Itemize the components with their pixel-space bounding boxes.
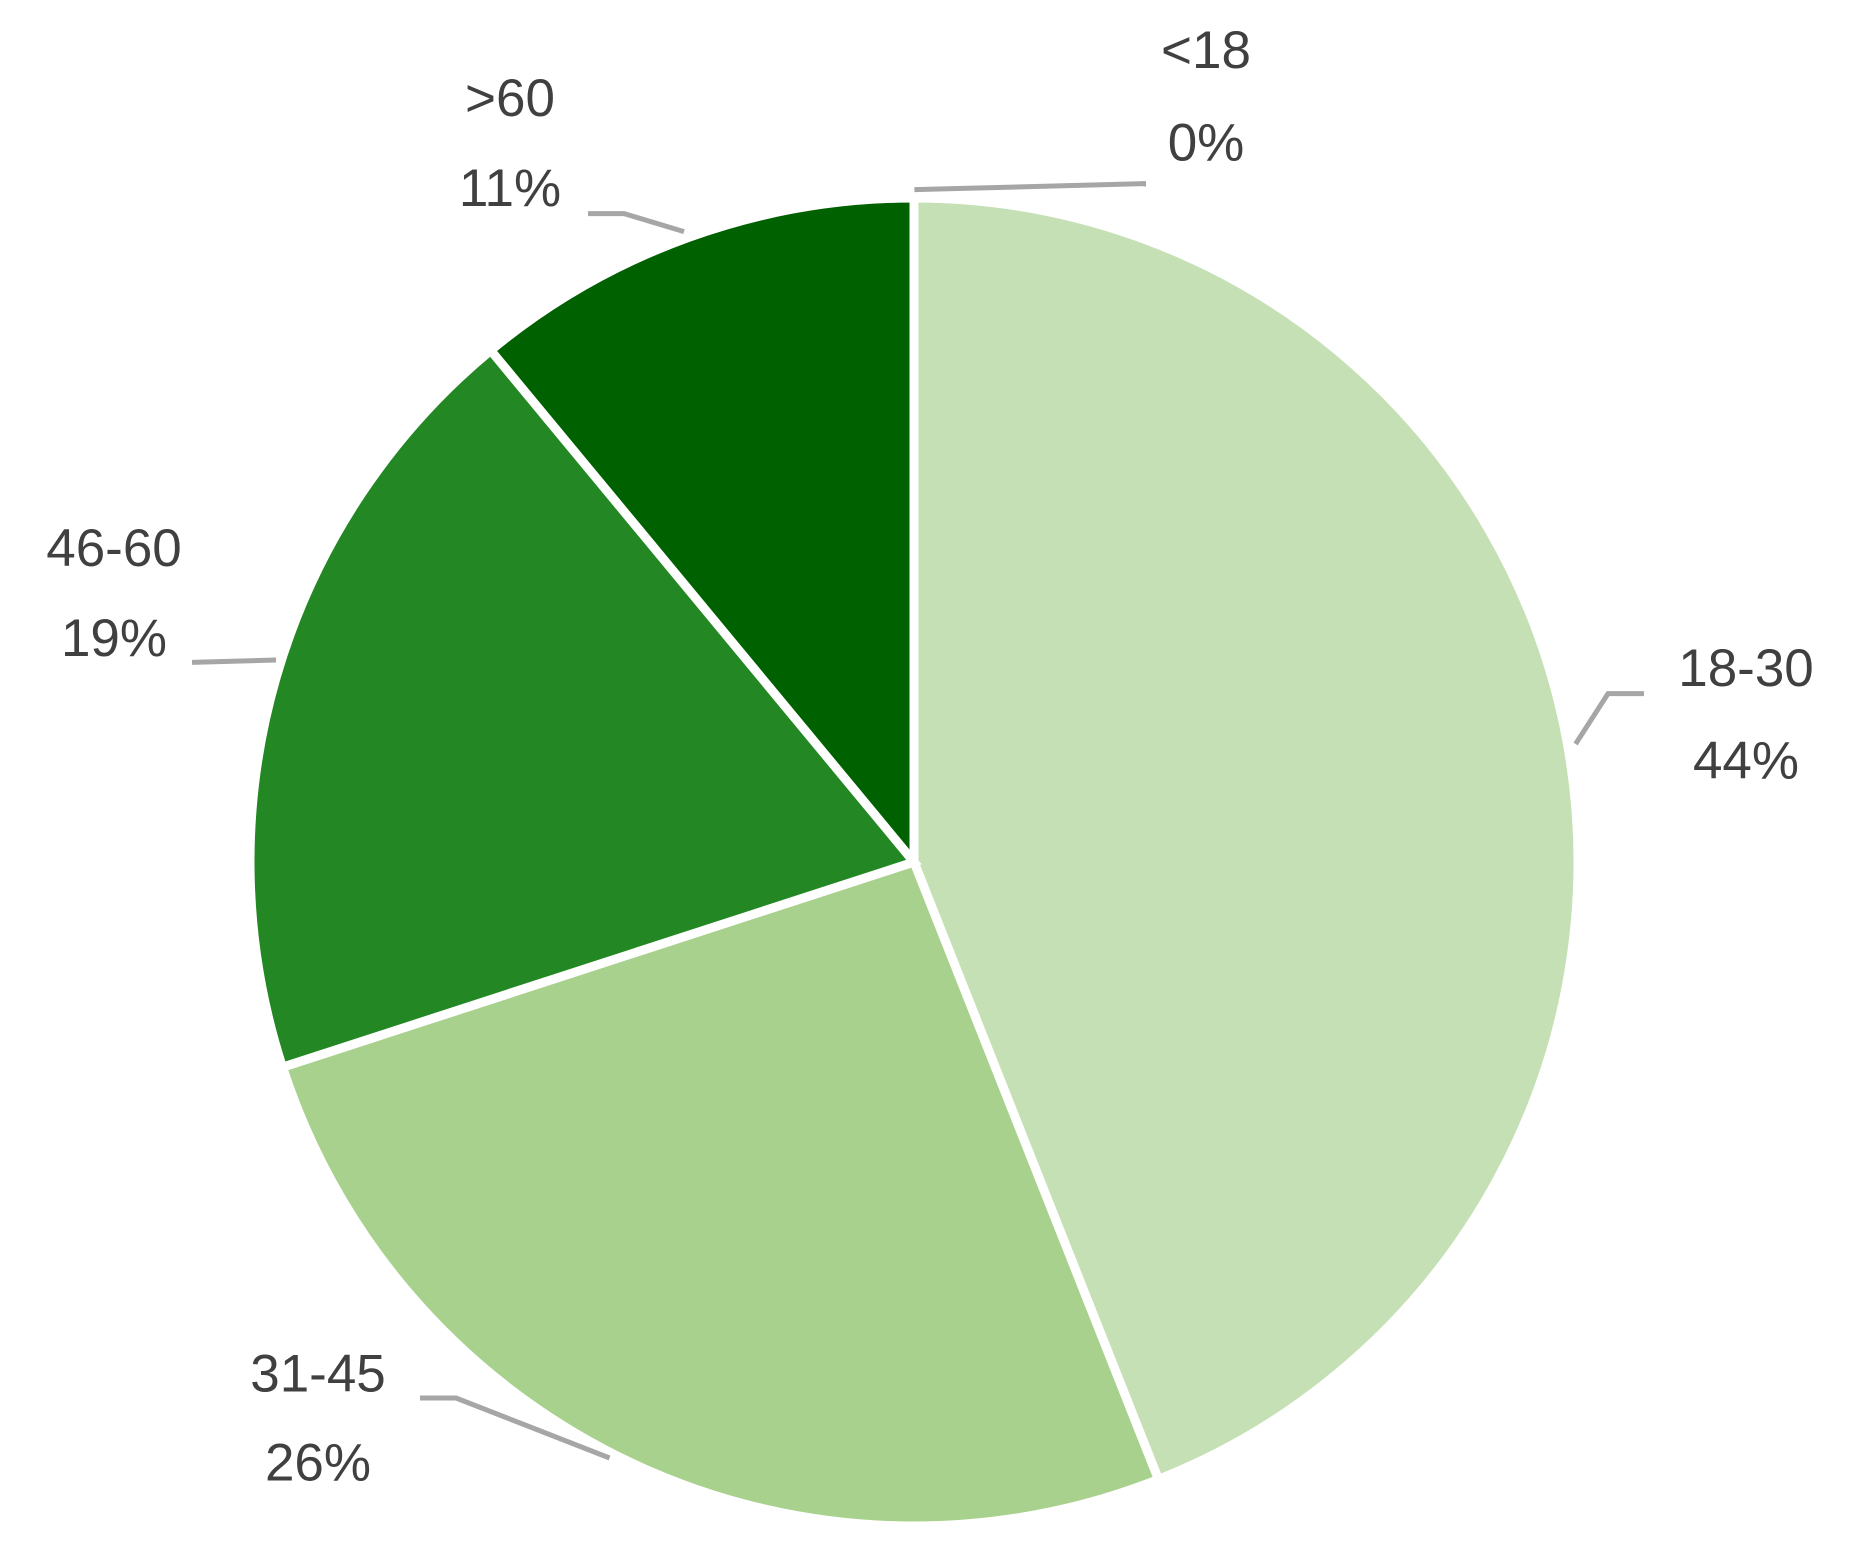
leader-line (588, 211, 685, 234)
category-label: >60 (465, 69, 555, 128)
leader-line (914, 181, 1147, 193)
category-label: <18 (1161, 21, 1251, 80)
category-label: 46-60 (46, 519, 182, 578)
pie-slice (484, 193, 919, 875)
leader-line (1573, 691, 1644, 746)
value-label: 11% (459, 159, 561, 218)
value-label: 44% (1693, 731, 1799, 790)
value-label: 19% (61, 609, 167, 668)
category-label: 18-30 (1678, 639, 1814, 698)
pie-slice (909, 193, 1583, 1486)
value-label: 0% (1168, 113, 1245, 172)
category-label: 31-45 (250, 1345, 386, 1404)
leader-line (420, 1395, 611, 1461)
leader-line (191, 657, 277, 665)
value-label: 26% (265, 1433, 371, 1492)
pie-slice (276, 856, 1165, 1531)
pie-slice (245, 344, 922, 1073)
